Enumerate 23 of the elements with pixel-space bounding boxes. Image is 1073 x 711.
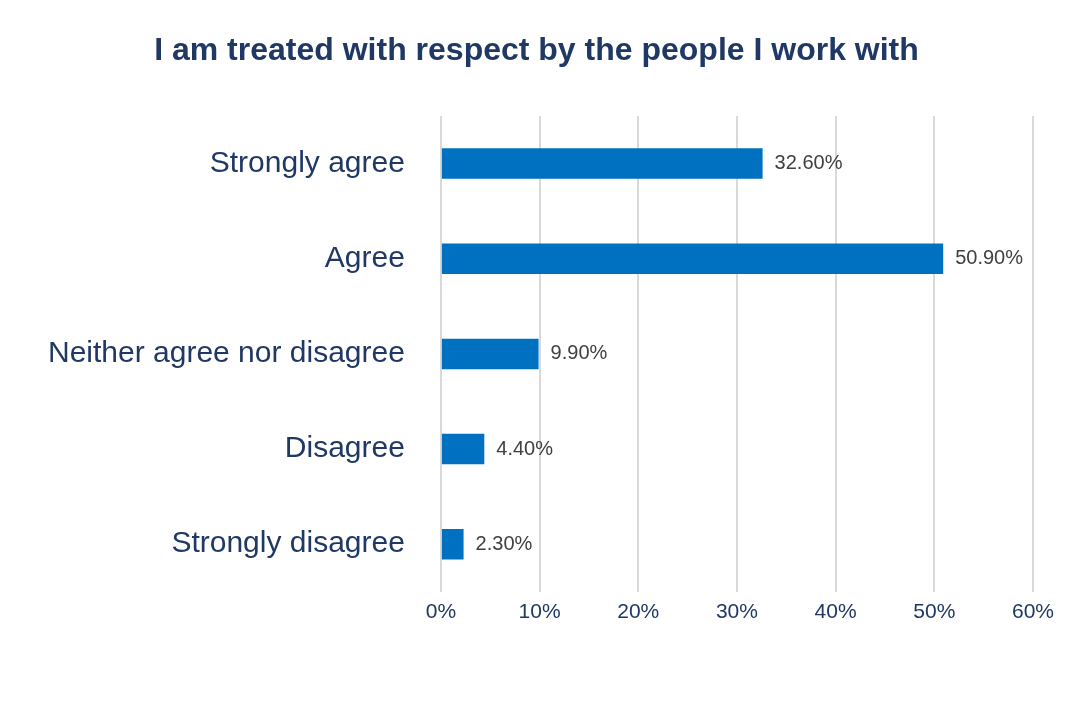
y-tick-label: Disagree [284,430,405,464]
x-tick-label: 50% [913,599,956,623]
x-tick-label: 0% [425,599,457,623]
chart-title: I am treated with respect by the people I work with [153,30,920,69]
bar [441,148,763,179]
data-label: 9.90% [550,341,608,364]
x-tick-label: 60% [1011,599,1055,623]
data-label: 32.60% [774,151,843,174]
y-tick-label: Strongly agree [209,144,405,178]
y-tick-label: Neither agree nor disagree [47,335,405,369]
data-label: 50.90% [955,246,1024,269]
data-label: 4.40% [496,436,554,459]
bar [441,433,485,465]
x-tick-label: 20% [617,599,660,623]
x-tick-label: 40% [814,599,857,623]
y-tick-label: Strongly disagree [171,525,405,559]
bar [441,528,464,560]
x-tick-label: 10% [518,599,561,623]
bar [441,243,944,274]
y-tick-label: Agree [324,240,405,274]
bar [441,338,539,370]
data-label: 2.30% [475,531,533,554]
x-tick-label: 30% [715,599,758,623]
